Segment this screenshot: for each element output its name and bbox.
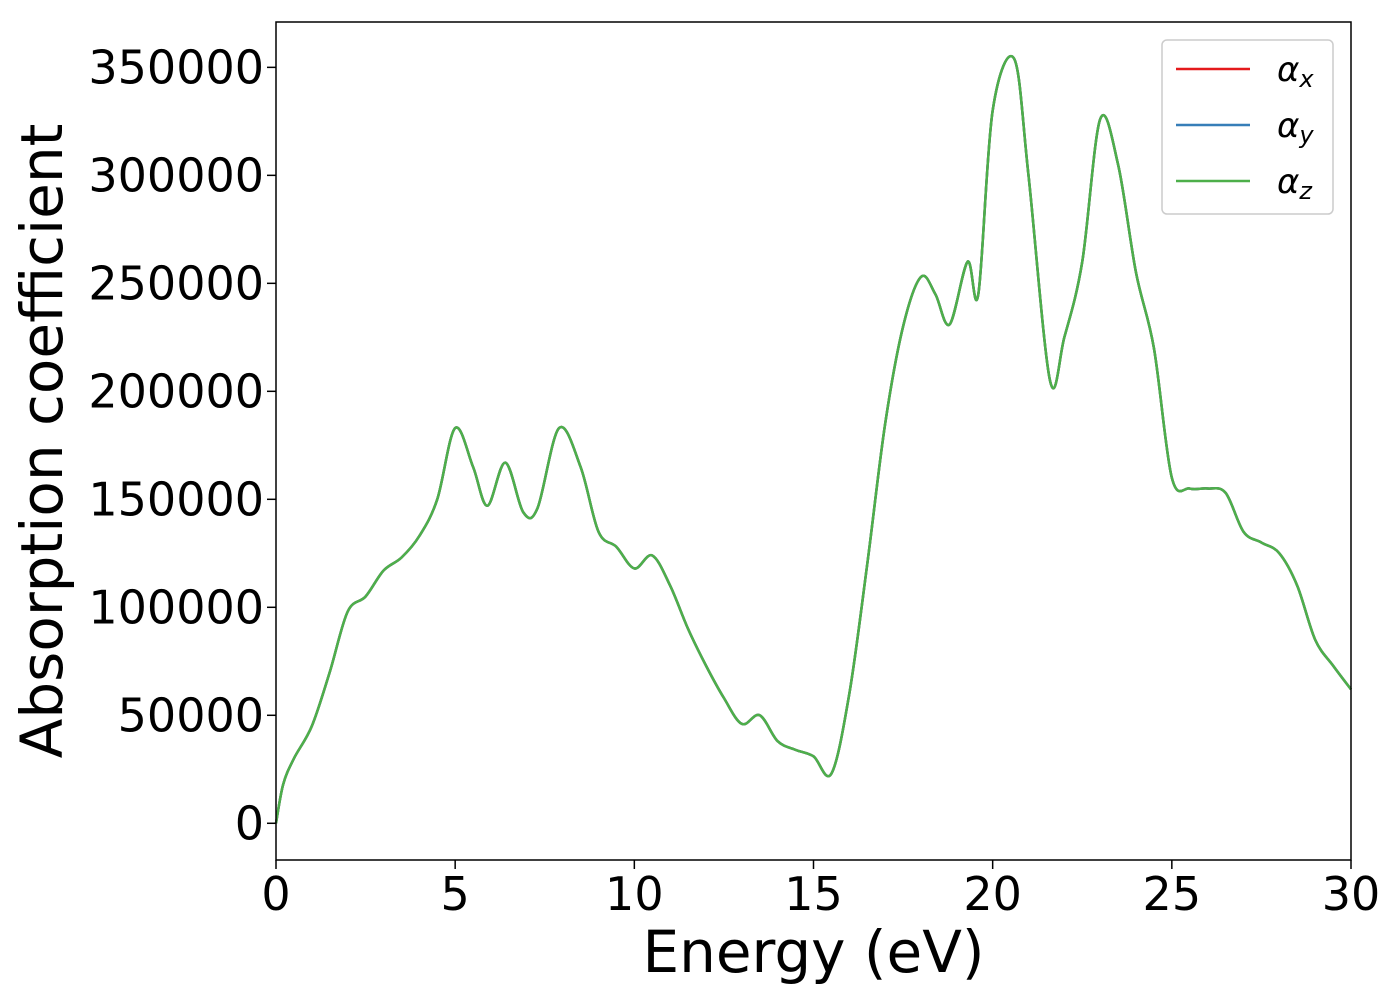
legend-label-subscript: z (1298, 177, 1313, 205)
x-axis: 0 5 10 15 20 25 30 (261, 860, 1380, 921)
legend-label-symbol: α (1277, 162, 1299, 202)
y-tick-label: 250000 (88, 256, 264, 310)
y-axis-title: Absorption coefficient (8, 124, 76, 759)
x-axis-title: Energy (eV) (642, 918, 984, 986)
y-tick-label: 0 (235, 796, 264, 850)
series-layer (274, 55, 1352, 824)
x-tick-label: 15 (784, 867, 843, 921)
x-tick-label: 0 (261, 867, 290, 921)
legend-box (1161, 39, 1334, 215)
y-tick-label: 150000 (88, 472, 264, 526)
legend-label-subscript: y (1298, 121, 1314, 149)
y-tick-label: 100000 (88, 580, 264, 634)
x-tick-label: 20 (963, 867, 1022, 921)
legend-label-subscript: x (1298, 65, 1314, 93)
x-tick-label: 5 (441, 867, 470, 921)
y-axis: 0 50000 100000 150000 200000 250000 300000 3500… (88, 40, 276, 850)
x-tick-label: 30 (1322, 867, 1381, 921)
legend-label: αz (1277, 162, 1313, 205)
x-tick-label: 10 (605, 867, 664, 921)
legend-label: αy (1277, 106, 1314, 149)
series-line-z (274, 55, 1352, 824)
x-tick-label: 25 (1143, 867, 1202, 921)
y-tick-label: 50000 (118, 688, 264, 742)
y-tick-label: 350000 (88, 40, 264, 94)
legend-label-symbol: α (1277, 106, 1299, 146)
legend-label: αx (1277, 50, 1314, 93)
y-tick-label: 300000 (88, 148, 264, 202)
legend-label-symbol: α (1277, 50, 1299, 90)
y-tick-label: 200000 (88, 364, 264, 418)
